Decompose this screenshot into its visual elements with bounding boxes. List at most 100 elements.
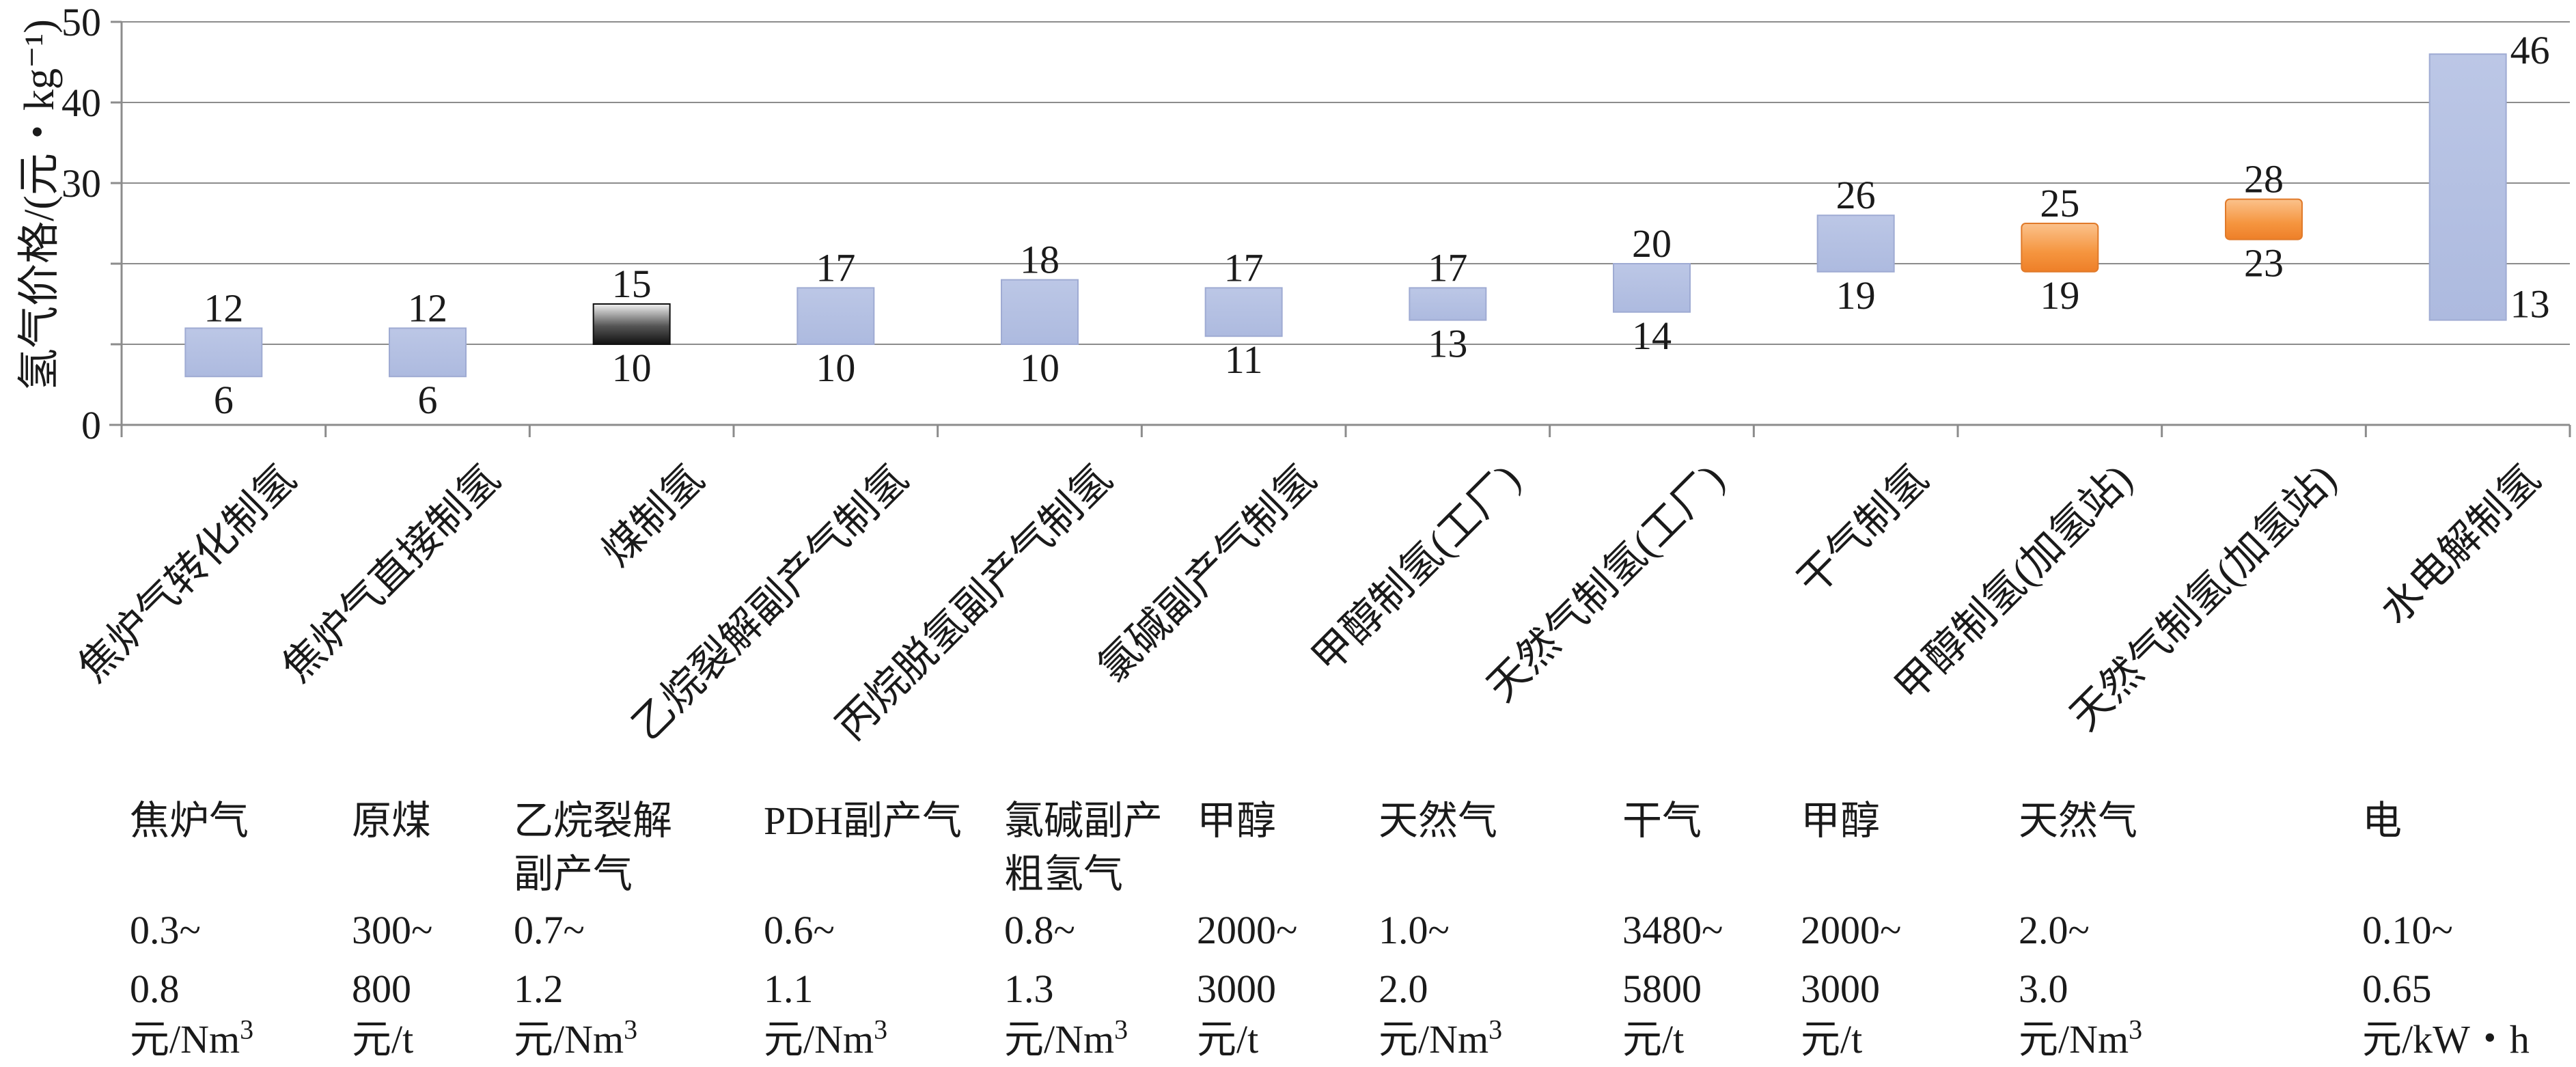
range-bar: [1001, 279, 1079, 346]
range-bar: [2021, 223, 2099, 273]
low-value-label: 13: [2510, 282, 2550, 327]
range-bar: [797, 287, 875, 345]
low-value-label: 10: [816, 346, 855, 390]
feedstock-name: 甲醇: [1197, 799, 1277, 843]
x-tick-label: 氯碱副产气制氢: [1090, 456, 1325, 691]
high-value-label: 25: [2040, 181, 2079, 225]
unit-superscript: 3: [1488, 1014, 1503, 1045]
x-tick-label: 焦炉气转化制氢: [70, 456, 305, 691]
feedstock-unit: 元/kW・h: [2362, 1017, 2530, 1062]
feedstock-price: 2.0: [1379, 967, 1428, 1011]
range-bar: [1204, 287, 1283, 337]
feedstock-unit: 元/t: [1197, 1017, 1259, 1062]
feedstock-price: 0.10~: [2362, 908, 2453, 952]
gridlines: [122, 21, 2570, 345]
low-value-label: 19: [1836, 273, 1876, 318]
low-value-label: 11: [1225, 337, 1263, 382]
feedstock-unit: 元/Nm3: [2019, 1014, 2143, 1062]
value-labels: 12 6 12 6 15 10 17 10 18 10 17 11 17 13 20 14 26 19 25 19 28…: [204, 28, 2549, 422]
bars: [184, 53, 2507, 378]
x-tick-label: 干气制氢: [1789, 456, 1937, 604]
y-tick-label: 50: [61, 0, 101, 44]
feedstock-price: 2000~: [1197, 908, 1298, 952]
high-value-label: 20: [1632, 221, 1672, 266]
feedstock-price: 1.1: [764, 967, 814, 1011]
range-bar: [2225, 198, 2303, 240]
feedstock-unit: 元/Nm3: [514, 1014, 638, 1062]
feedstock-price: 0.6~: [764, 908, 835, 952]
range-bar: [1816, 214, 1895, 273]
feedstock-price: 1.0~: [1379, 908, 1450, 952]
feedstock-name: 原煤: [352, 799, 432, 843]
feedstock-price: 0.7~: [514, 908, 585, 952]
y-axis-title: 氢气价格/(元・kg⁻¹): [16, 19, 63, 391]
feedstock-name: 乙烷裂解: [514, 799, 673, 843]
feedstock-unit: 元/t: [1622, 1017, 1685, 1062]
feedstock-name: 电: [2362, 799, 2402, 843]
high-value-label: 18: [1020, 238, 1060, 282]
feedstock-price: 5800: [1622, 967, 1702, 1011]
feedstock-price: 2.0~: [2019, 908, 2090, 952]
feedstock-unit: 元/t: [1801, 1017, 1863, 1062]
range-bar: [1409, 287, 1487, 321]
feedstock-unit: 元/Nm3: [1379, 1014, 1503, 1062]
feedstock-price: 800: [352, 967, 411, 1011]
unit-superscript: 3: [874, 1014, 888, 1045]
feedstock-unit: 元/Nm3: [1004, 1014, 1128, 1062]
y-tick-label: 40: [61, 81, 101, 125]
feedstock-unit: 元/t: [352, 1017, 414, 1062]
y-tick-labels: 0 30 40 50: [61, 0, 101, 447]
low-value-label: 19: [2040, 273, 2079, 318]
range-bar: [2428, 53, 2507, 321]
feedstock-price: 3480~: [1622, 908, 1723, 952]
feedstock-price: 0.3~: [130, 908, 201, 952]
high-value-label: 17: [816, 245, 855, 290]
x-tick-label: 煤制氢: [594, 456, 712, 575]
range-bar: [1613, 263, 1691, 313]
feedstock-name: 天然气: [1379, 799, 1498, 843]
high-value-label: 26: [1836, 173, 1876, 217]
high-value-label: 15: [612, 262, 652, 306]
feedstock-name: 粗氢气: [1004, 852, 1124, 896]
feedstock-name: 焦炉气: [130, 799, 249, 843]
high-value-label: 46: [2510, 28, 2550, 72]
feedstock-price: 1.3: [1004, 967, 1054, 1011]
feedstock-price: 3000: [1801, 967, 1880, 1011]
high-value-label: 17: [1428, 245, 1467, 290]
low-value-label: 10: [1020, 346, 1060, 390]
low-value-label: 14: [1632, 314, 1672, 358]
feedstock-name: 天然气: [2019, 799, 2138, 843]
unit-superscript: 3: [240, 1014, 254, 1045]
x-tick-label: 水电解制氢: [2372, 456, 2549, 633]
low-value-label: 13: [1428, 322, 1467, 366]
feedstock-price: 3000: [1197, 967, 1276, 1011]
feedstock-unit: 元/Nm3: [130, 1014, 254, 1062]
high-value-label: 12: [204, 286, 243, 330]
feedstock-price: 0.8~: [1004, 908, 1075, 952]
feedstock-name: 副产气: [514, 852, 633, 896]
y-tick-label: 0: [81, 403, 101, 447]
unit-superscript: 3: [1114, 1014, 1128, 1045]
feedstock-name: PDH副产气: [764, 799, 962, 843]
feedstock-price: 0.8: [130, 967, 180, 1011]
unit-superscript: 3: [2129, 1014, 2143, 1045]
feedstock-name: 干气: [1622, 799, 1702, 843]
y-tick-label: 30: [61, 161, 101, 206]
feedstock-price: 300~: [352, 908, 433, 952]
range-bar: [389, 327, 467, 378]
x-tick-label: 焦炉气直接制氢: [274, 456, 509, 691]
feedstock-name: 氯碱副产: [1004, 799, 1163, 843]
feedstock-price: 0.65: [2362, 967, 2432, 1011]
x-tick-label: 甲醇制氢(工厂): [1303, 456, 1528, 681]
feedstock-unit: 元/Nm3: [764, 1014, 888, 1062]
low-value-label: 10: [612, 346, 652, 390]
feedstock-price: 3.0: [2019, 967, 2068, 1011]
feedstock-price: 1.2: [514, 967, 564, 1011]
range-bar: [184, 327, 263, 378]
feedstock-name: 甲醇: [1801, 799, 1881, 843]
feedstock-price: 2000~: [1801, 908, 1902, 952]
unit-superscript: 3: [624, 1014, 638, 1045]
